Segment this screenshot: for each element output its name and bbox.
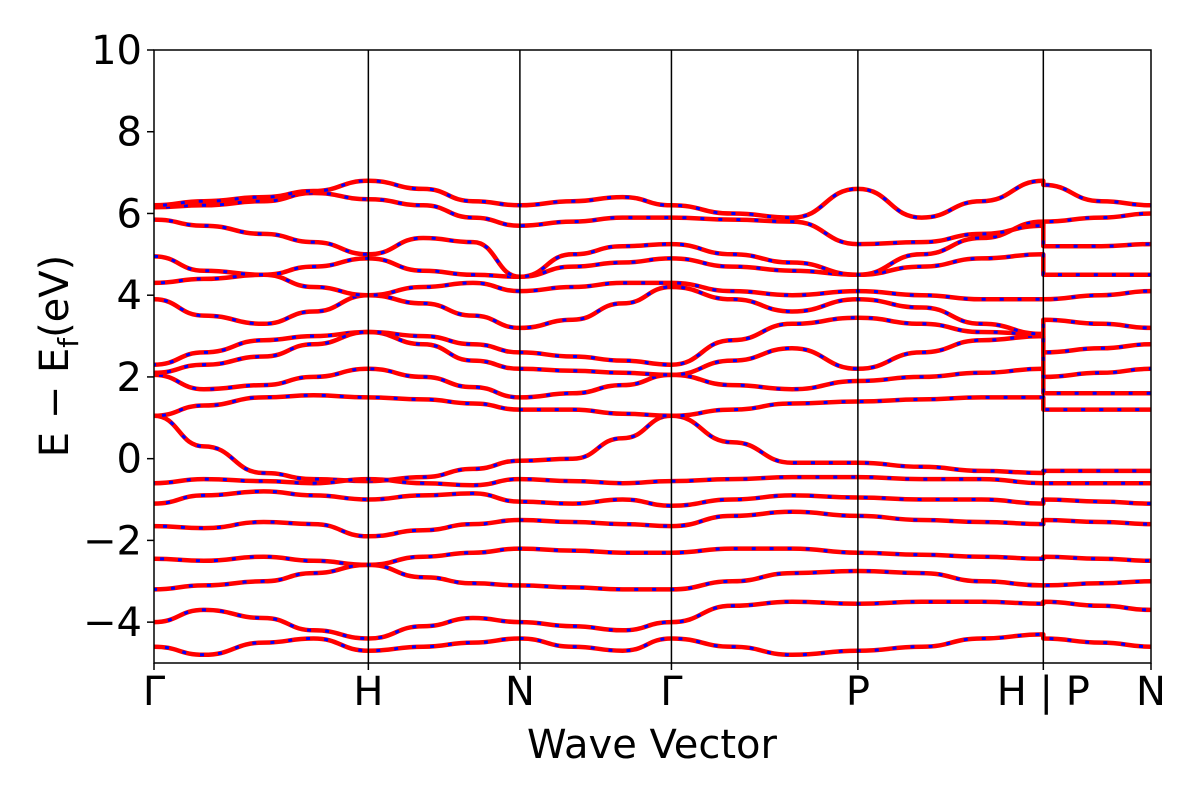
band-line-red xyxy=(154,315,1151,376)
y-tick-label: 2 xyxy=(117,355,142,401)
band-line-blue xyxy=(154,330,1151,379)
y-tick-label: 6 xyxy=(117,191,142,237)
x-tick-label: Γ xyxy=(143,669,166,715)
x-axis-ticks: Γ H N Γ P H | P N xyxy=(143,663,1166,715)
y-axis-label: E − Ef(eV) xyxy=(32,255,85,458)
band-line-blue xyxy=(154,563,1151,591)
y-tick-label: 4 xyxy=(117,273,142,319)
plot-frame xyxy=(153,49,1152,664)
band-line-blue xyxy=(154,489,1151,508)
x-tick-label: N xyxy=(505,669,535,715)
y-axis-ticks: −4 −2 0 2 4 6 8 10 xyxy=(83,28,154,646)
high-symmetry-lines xyxy=(367,50,1045,663)
y-axis-label-subscript: f xyxy=(52,337,85,348)
band-line-red xyxy=(154,366,1151,400)
band-line-red xyxy=(154,217,1151,280)
y-axis-label-unit: (eV) xyxy=(32,255,78,338)
y-axis-label-main: E − E xyxy=(32,348,78,458)
band-line-blue xyxy=(154,252,1151,279)
x-tick-label: H | P xyxy=(997,669,1090,715)
band-line-blue xyxy=(154,285,1151,336)
y-tick-label: 0 xyxy=(117,437,142,483)
x-axis-label: Wave Vector xyxy=(527,722,778,768)
band-line-red xyxy=(154,413,1151,484)
band-line-blue xyxy=(154,273,1151,301)
band-line-red xyxy=(154,632,1151,658)
band-lines xyxy=(154,178,1151,658)
band-line-blue xyxy=(154,179,1151,220)
y-tick-label: 8 xyxy=(117,110,142,156)
x-tick-label: Γ xyxy=(660,669,683,715)
band-line-red xyxy=(154,599,1151,641)
y-tick-label: −4 xyxy=(83,600,142,646)
y-tick-label: −2 xyxy=(83,518,142,564)
band-line-red xyxy=(154,509,1151,539)
y-tick-label: 10 xyxy=(91,28,142,74)
x-tick-label: N xyxy=(1136,669,1166,715)
x-tick-label: H xyxy=(353,669,383,715)
band-line-red xyxy=(154,393,1151,419)
band-line-red xyxy=(154,546,1151,568)
band-line-blue xyxy=(154,475,1151,487)
x-tick-label: P xyxy=(846,669,870,715)
